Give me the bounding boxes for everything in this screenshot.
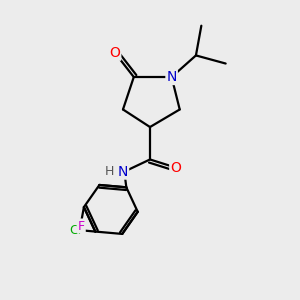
Text: F: F <box>78 220 85 232</box>
Text: H: H <box>105 165 114 178</box>
Text: O: O <box>170 160 181 175</box>
Text: O: O <box>110 46 120 60</box>
Text: N: N <box>167 70 177 84</box>
Text: Cl: Cl <box>70 224 82 237</box>
Text: N: N <box>118 165 128 178</box>
